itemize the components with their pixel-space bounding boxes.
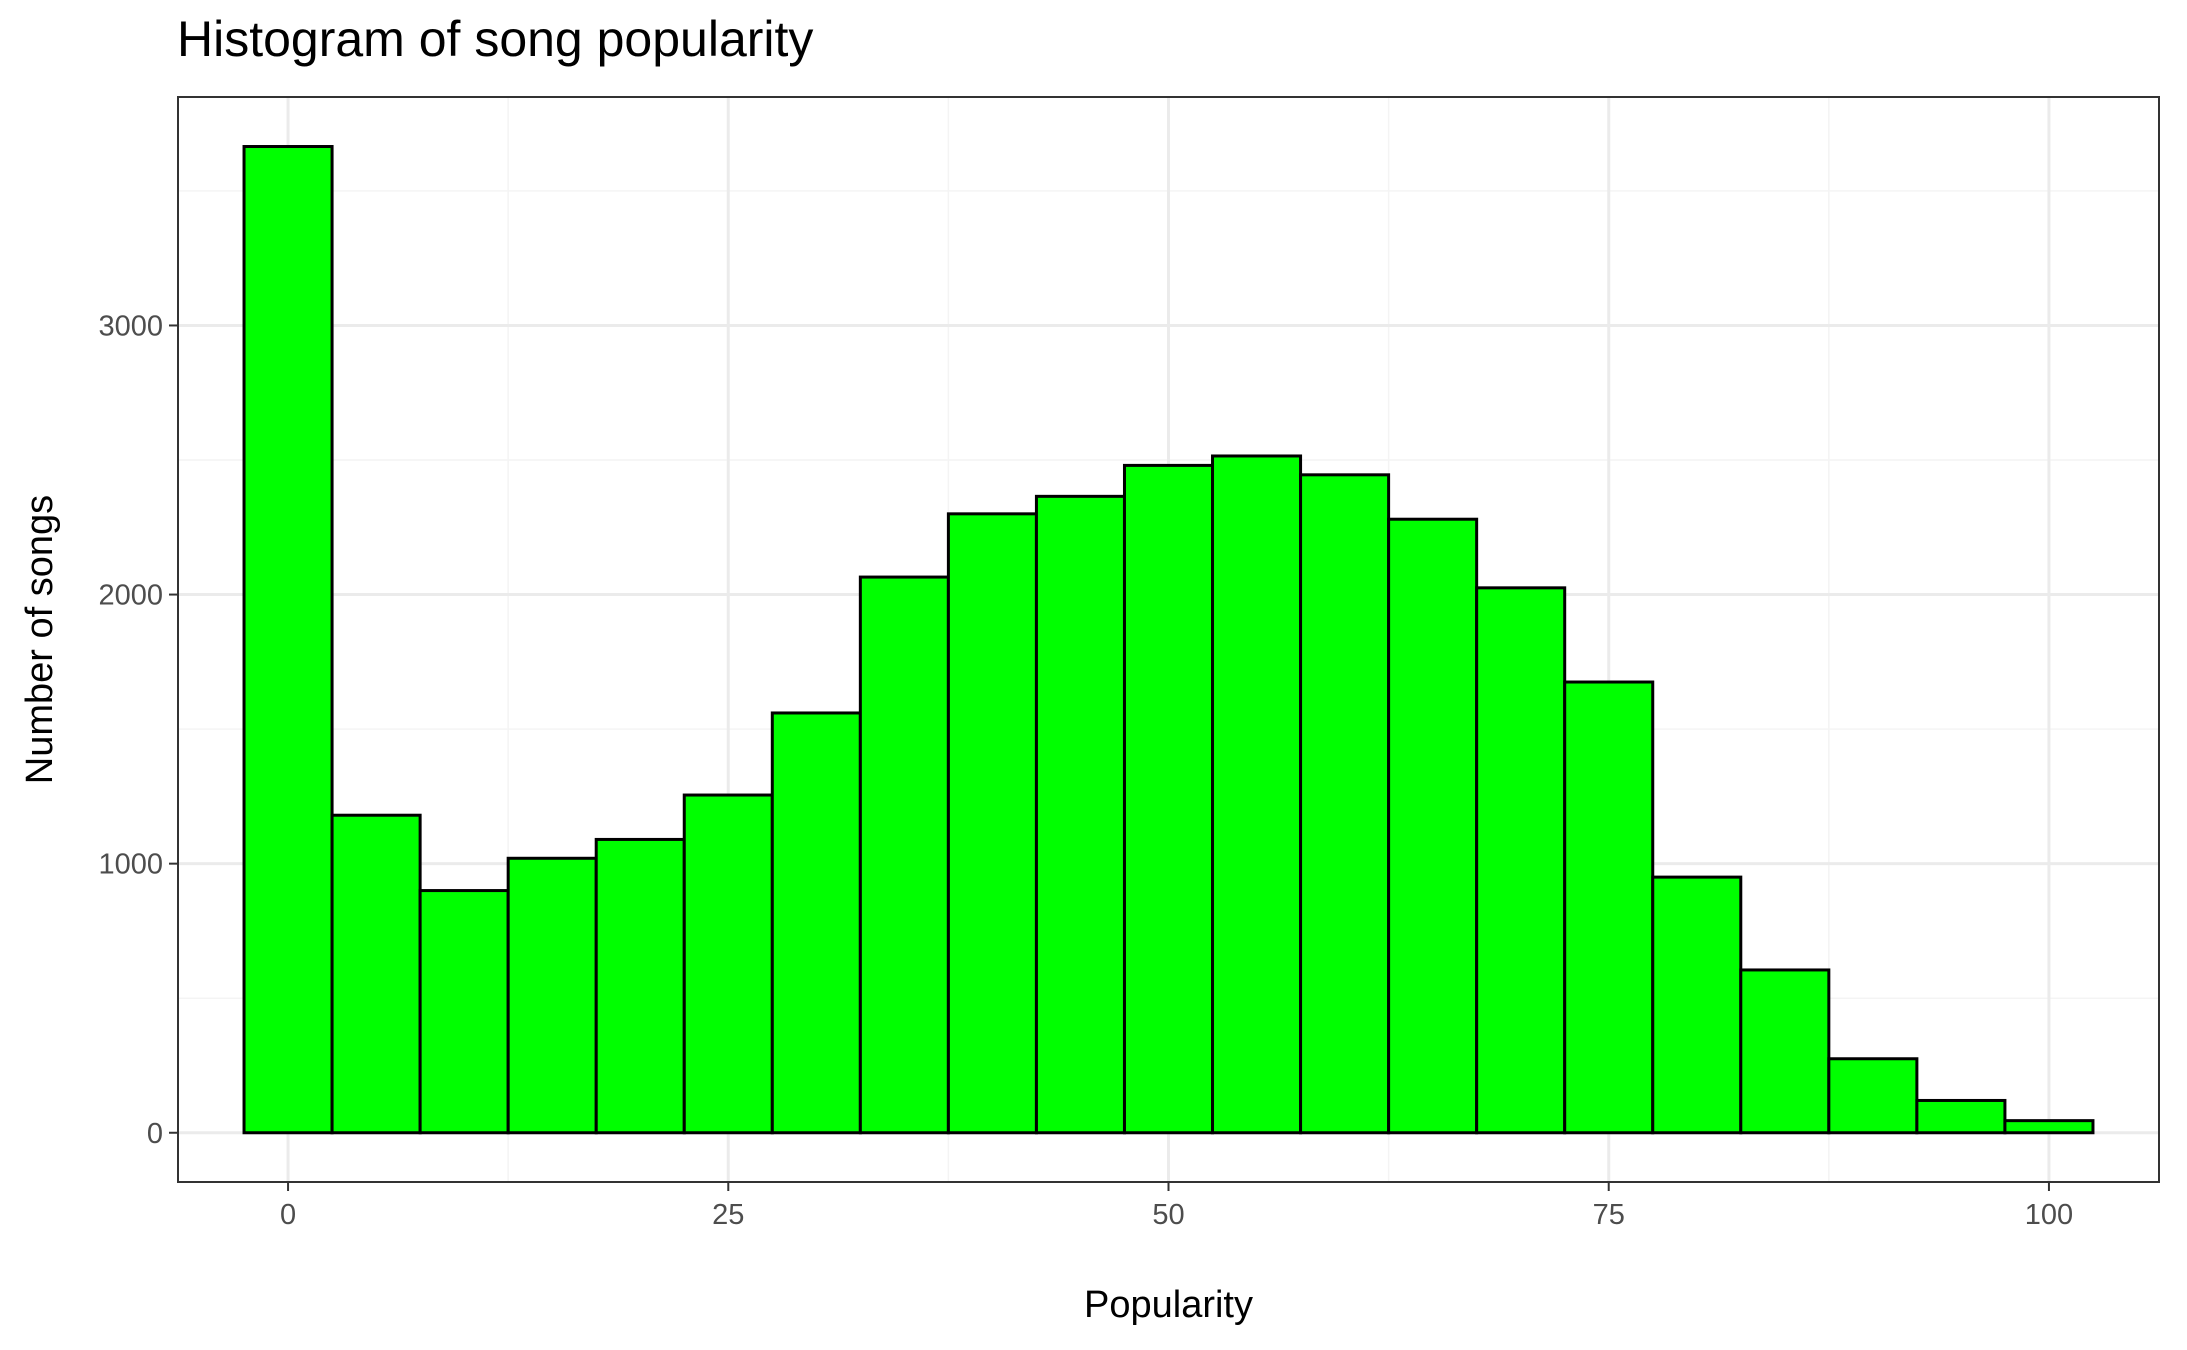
histogram-bar: [506, 856, 598, 1135]
histogram-bar: [1387, 517, 1479, 1135]
y-tick-label: 2000: [98, 580, 163, 612]
x-axis-title: Popularity: [1084, 1284, 1253, 1326]
histogram-bar: [1739, 968, 1831, 1135]
histogram-bar: [1563, 680, 1655, 1135]
y-tick-label: 1000: [98, 849, 163, 881]
y-tick-label: 3000: [98, 310, 163, 342]
y-tick-label: 0: [147, 1118, 163, 1150]
histogram-bar: [1475, 586, 1567, 1135]
histogram-bar: [1034, 494, 1126, 1135]
x-tick-label: 50: [1152, 1199, 1184, 1231]
x-tick-label: 0: [280, 1199, 296, 1231]
x-tick-label: 25: [712, 1199, 744, 1231]
histogram-bar: [1651, 875, 1743, 1135]
histogram-bar: [330, 813, 422, 1135]
histogram-bar: [682, 793, 774, 1135]
histogram-bar: [242, 145, 334, 1135]
histogram-bar: [418, 889, 510, 1135]
histogram-bar: [858, 575, 950, 1135]
histogram-bar: [1827, 1057, 1919, 1135]
x-tick-label: 100: [2025, 1199, 2073, 1231]
histogram-bar: [1122, 463, 1215, 1135]
chart-title: Histogram of song popularity: [177, 11, 814, 67]
histogram-bar: [946, 512, 1038, 1135]
histogram-bar: [1299, 473, 1391, 1135]
x-tick-label: 75: [1593, 1199, 1625, 1231]
histogram-bar: [1915, 1098, 2007, 1135]
histogram-bar: [2003, 1119, 2095, 1135]
histogram-bar: [594, 837, 686, 1135]
histogram-bars: [242, 145, 2095, 1135]
histogram-bar: [770, 711, 862, 1135]
y-axis-title: Number of songs: [19, 495, 61, 784]
histogram-bar: [1211, 454, 1303, 1135]
